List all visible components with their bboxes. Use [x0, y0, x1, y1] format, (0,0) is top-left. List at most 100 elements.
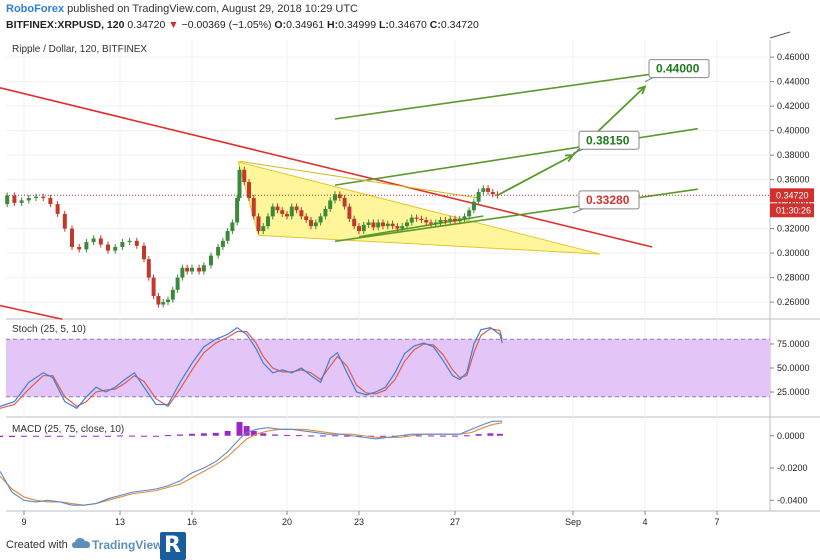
macd-tick-label: -0.0200 — [777, 463, 808, 473]
candle-body — [313, 222, 318, 227]
candle-body — [280, 210, 285, 214]
candle-body — [419, 218, 424, 221]
x-tick-label: 20 — [282, 517, 292, 527]
macd-pane — [6, 418, 770, 510]
candle-body — [190, 267, 194, 272]
candle-body — [225, 231, 230, 241]
candle-body — [486, 188, 491, 192]
macd-histogram-bar — [440, 435, 446, 437]
macd-histogram-bar — [189, 433, 195, 436]
candle-body — [304, 216, 309, 221]
red-trendline — [0, 304, 63, 321]
candle-body — [266, 216, 270, 227]
macd-histogram-bar — [129, 435, 135, 437]
price-pane — [6, 40, 770, 318]
x-tick-label: 23 — [354, 517, 364, 527]
stoch-k-line — [0, 326, 503, 410]
x-tick-label: 16 — [187, 517, 197, 527]
candle-body — [462, 216, 467, 219]
candle-body — [429, 222, 433, 224]
chart-canvas[interactable]: 0.46000 0.44000 0.42000 0.40000 0.38000 0.360… — [0, 0, 820, 530]
candle-body — [235, 197, 240, 223]
macd-histogram-bar — [212, 432, 219, 436]
footer: Created with TradingView R — [0, 530, 820, 560]
macd-histogram-bar — [428, 435, 434, 437]
candle-body — [400, 226, 405, 229]
target-callout-label: 0.38150 — [586, 133, 630, 147]
candle-body — [275, 206, 280, 211]
candle-body — [41, 196, 46, 198]
candle-body — [443, 220, 448, 222]
candle-body — [385, 223, 390, 227]
candle-body — [395, 226, 400, 229]
candle-body — [185, 267, 190, 272]
x-tick-label: 4 — [642, 517, 647, 527]
macd-histogram-bar — [243, 426, 250, 436]
candle-body — [34, 196, 38, 198]
macd-histogram-bar — [272, 434, 279, 436]
candle-body — [270, 206, 275, 217]
candle-body — [481, 188, 486, 192]
stoch-tick-label: 50.0000 — [777, 363, 810, 373]
arrowhead-icon — [637, 85, 647, 95]
stoch-band — [6, 339, 770, 397]
macd-histogram-bar — [165, 434, 171, 436]
publish-line: RoboForex published on TradingView.com, … — [6, 3, 358, 15]
candle-body — [328, 200, 333, 210]
candle-body — [323, 209, 328, 217]
price-pane-title: Ripple / Dollar, 120, BITFINEX — [12, 44, 147, 55]
candle-body — [91, 238, 96, 243]
candle-body — [433, 222, 438, 224]
candle-body — [216, 246, 221, 256]
candle-body — [161, 302, 166, 305]
low-label: L: — [378, 19, 389, 31]
candle-body — [77, 246, 82, 250]
candle-body — [352, 218, 357, 227]
candle-body — [55, 204, 60, 214]
candle-body — [471, 201, 476, 211]
macd-histogram-bar — [344, 435, 350, 437]
macd-histogram-bar — [236, 422, 243, 436]
candle-body — [106, 244, 110, 251]
macd-histogram-bar — [33, 435, 39, 437]
x-tick-label: 9 — [21, 517, 26, 527]
macd-histogram-bar — [496, 433, 503, 436]
tradingview-cloud-icon — [72, 538, 90, 548]
candle-body — [230, 222, 235, 232]
countdown-label: 01:30:26 — [776, 205, 811, 215]
candle-body — [381, 222, 385, 227]
green-channel-line — [334, 66, 698, 120]
price-tick-label: 0.28000 — [777, 273, 810, 283]
candle-body — [247, 182, 251, 198]
macd-histogram-bar — [250, 430, 257, 436]
macd-histogram-bar — [153, 435, 159, 437]
brand-name[interactable]: RoboForex — [6, 3, 65, 15]
candle-body — [166, 299, 170, 303]
candle-body — [237, 169, 242, 198]
candle-body — [309, 220, 313, 227]
candle-body — [180, 267, 185, 278]
macd-histogram-bar — [296, 435, 302, 437]
stoch-d-line — [0, 328, 503, 409]
price-tick-label: 0.40000 — [777, 126, 810, 136]
target-callout-box — [578, 130, 640, 150]
open-label: O: — [274, 19, 287, 31]
macd-histogram-bar — [475, 434, 482, 436]
price-tick-label: 0.36000 — [777, 175, 810, 185]
candle-body — [366, 222, 371, 225]
axis-corner-mark — [769, 31, 791, 39]
candle-body — [414, 217, 419, 219]
close-label: C: — [429, 19, 441, 31]
countdown-badge — [770, 203, 814, 218]
callout-leader — [572, 208, 584, 214]
arrowhead-icon — [564, 154, 575, 163]
candle-body — [467, 210, 472, 217]
chart-header: RoboForex published on TradingView.com, … — [0, 0, 820, 40]
candle-body — [142, 245, 146, 260]
last-price: 0.34720 — [127, 19, 166, 31]
macd-histogram-bar — [224, 430, 231, 436]
candle-body — [26, 197, 31, 201]
target-callout-box — [578, 190, 640, 210]
stoch-tick-label: 25.0000 — [777, 387, 810, 397]
tradingview-text[interactable]: TradingView — [92, 538, 163, 552]
